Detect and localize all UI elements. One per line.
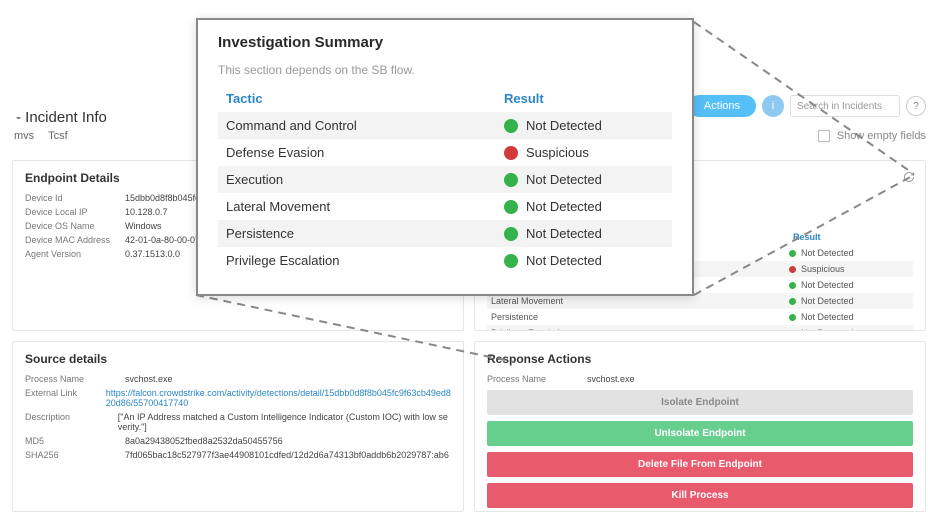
tactic-cell: Lateral Movement — [491, 296, 789, 306]
status-dot-icon — [504, 227, 518, 241]
overlay-title: Investigation Summary — [218, 34, 672, 51]
status-dot-icon — [789, 250, 796, 257]
response-actions-title: Response Actions — [487, 352, 913, 366]
refresh-icon[interactable] — [903, 171, 915, 183]
kv-key: Device Local IP — [25, 207, 125, 217]
kv-key: MD5 — [25, 436, 125, 446]
status-dot-icon — [789, 266, 796, 273]
kv-value: 0.37.1513.0.0 — [125, 249, 180, 259]
response-action-button[interactable]: UnIsolate Endpoint — [487, 421, 913, 446]
actions-button[interactable]: Actions — [688, 95, 756, 117]
kv-key: Device MAC Address — [25, 235, 125, 245]
response-action-button[interactable]: Kill Process — [487, 483, 913, 508]
tactic-cell: Persistence — [491, 312, 789, 322]
search-input[interactable]: Search in Incidents — [790, 95, 900, 117]
status-dot-icon — [504, 146, 518, 160]
source-details-title: Source details — [25, 352, 451, 366]
process-name-value: svchost.exe — [587, 374, 635, 384]
result-cell: Not Detected — [789, 328, 909, 331]
overlay-row: Command and ControlNot Detected — [218, 112, 672, 139]
result-cell: Not Detected — [504, 172, 664, 187]
status-dot-icon — [789, 282, 796, 289]
overlay-tactic-header: Tactic — [226, 91, 504, 106]
tactic-cell: Command and Control — [226, 118, 504, 133]
result-cell: Not Detected — [504, 253, 664, 268]
kv-value: 10.128.0.7 — [125, 207, 168, 217]
inv-small-row: PersistenceNot Detected — [487, 309, 913, 325]
kv-key: SHA256 — [25, 450, 125, 460]
result-cell: Not Detected — [789, 296, 909, 306]
source-kv-row: SHA2567fd065bac18c527977f3ae44908101cdfe… — [25, 450, 451, 460]
source-kv-row: MD58a0a29438052fbed8a2532da50455756 — [25, 436, 451, 446]
kv-key: Agent Version — [25, 249, 125, 259]
tactic-cell: Privilege Escalation — [491, 328, 789, 331]
result-cell: Suspicious — [504, 145, 664, 160]
result-cell: Not Detected — [504, 199, 664, 214]
overlay-row: Privilege EscalationNot Detected — [218, 247, 672, 274]
kv-value[interactable]: https://falcon.crowdstrike.com/activity/… — [106, 388, 451, 408]
result-cell: Not Detected — [504, 118, 664, 133]
source-details-card: Source details Process Namesvchost.exe Ex… — [12, 341, 464, 512]
kv-key: Device Id — [25, 193, 125, 203]
response-action-button[interactable]: Delete File From Endpoint — [487, 452, 913, 477]
overlay-row: PersistenceNot Detected — [218, 220, 672, 247]
tactic-cell: Persistence — [226, 226, 504, 241]
result-cell: Suspicious — [789, 264, 909, 274]
status-dot-icon — [504, 200, 518, 214]
status-dot-icon — [789, 298, 796, 305]
tactic-cell: Defense Evasion — [226, 145, 504, 160]
source-kv-row: Process Namesvchost.exe — [25, 374, 451, 384]
source-kv-row: External Linkhttps://falcon.crowdstrike.… — [25, 388, 451, 408]
status-dot-icon — [504, 254, 518, 268]
status-dot-icon — [504, 119, 518, 133]
kv-value: ["An IP Address matched a Custom Intelli… — [118, 412, 451, 432]
kv-value: svchost.exe — [125, 374, 173, 384]
result-cell: Not Detected — [789, 312, 909, 322]
kv-value: 8a0a29438052fbed8a2532da50455756 — [125, 436, 283, 446]
response-action-button[interactable]: Isolate Endpoint — [487, 390, 913, 415]
show-empty-toggle[interactable]: Show empty fields — [818, 130, 926, 142]
tactic-cell: Lateral Movement — [226, 199, 504, 214]
kv-value: 7fd065bac18c527977f3ae44908101cdfed/12d2… — [125, 450, 449, 460]
overlay-result-header: Result — [504, 91, 664, 106]
kv-value: Windows — [125, 221, 162, 231]
result-cell: Not Detected — [504, 226, 664, 241]
checkbox-icon — [818, 130, 830, 142]
show-empty-label: Show empty fields — [837, 130, 926, 142]
help-button[interactable]: ? — [906, 96, 926, 116]
tab-mvs[interactable]: mvs — [14, 130, 34, 142]
inv-small-row: Privilege EscalationNot Detected — [487, 325, 913, 331]
tactic-cell: Execution — [226, 172, 504, 187]
kv-key: Process Name — [25, 374, 125, 384]
overlay-subtitle: This section depends on the SB flow. — [218, 63, 672, 77]
result-cell: Not Detected — [789, 280, 909, 290]
overlay-row: Defense EvasionSuspicious — [218, 139, 672, 166]
response-actions-card: Response Actions Process Name svchost.ex… — [474, 341, 926, 512]
kv-key: Device OS Name — [25, 221, 125, 231]
status-dot-icon — [504, 173, 518, 187]
kv-key: External Link — [25, 388, 106, 408]
overlay-row: ExecutionNot Detected — [218, 166, 672, 193]
inv-small-result-header: Result — [793, 232, 913, 242]
status-dot-icon — [789, 314, 796, 321]
investigation-summary-overlay: Investigation Summary This section depen… — [196, 18, 694, 296]
source-kv-row: Description["An IP Address matched a Cus… — [25, 412, 451, 432]
info-badge[interactable]: i — [762, 95, 784, 117]
tactic-cell: Privilege Escalation — [226, 253, 504, 268]
kv-key: Description — [25, 412, 118, 432]
process-name-label: Process Name — [487, 374, 587, 384]
overlay-row: Lateral MovementNot Detected — [218, 193, 672, 220]
tab-tcsf[interactable]: Tcsf — [48, 130, 68, 142]
page-title: - Incident Info — [12, 79, 107, 134]
result-cell: Not Detected — [789, 248, 909, 258]
status-dot-icon — [789, 330, 796, 332]
kv-value: 42-01-0a-80-00-07 — [125, 235, 200, 245]
